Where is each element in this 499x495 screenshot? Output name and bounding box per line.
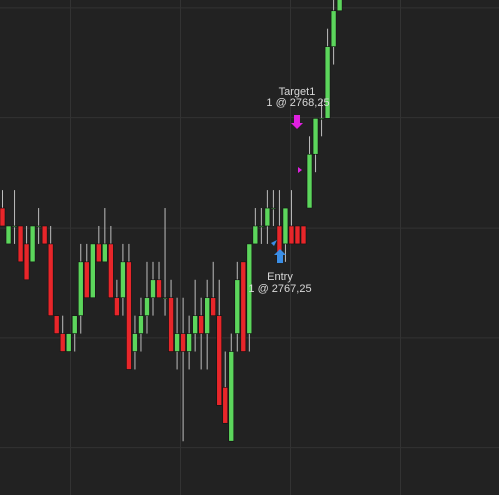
candle-body xyxy=(77,261,84,316)
entry-label: Entry xyxy=(267,271,293,283)
target-fill-mark xyxy=(298,167,302,173)
candle-body xyxy=(150,279,156,299)
candle-body xyxy=(5,225,12,245)
vertical-grid xyxy=(70,0,401,495)
candle-body xyxy=(120,261,126,299)
entry-fill-label: 1 @ 2767,25 xyxy=(248,283,311,295)
candle-body xyxy=(47,243,54,316)
candle-body xyxy=(114,297,120,316)
candle-body xyxy=(294,225,301,245)
candle-body xyxy=(204,297,210,334)
candle-body xyxy=(336,0,343,12)
candle-body xyxy=(234,279,241,334)
candle-body xyxy=(240,261,247,352)
candle-body xyxy=(71,315,78,334)
candle-body xyxy=(23,243,30,281)
candle-body xyxy=(53,315,60,334)
target-arrow xyxy=(291,115,303,129)
candle-body xyxy=(228,351,235,442)
candle-body xyxy=(83,261,90,299)
candle-body xyxy=(162,297,168,300)
candle-body xyxy=(90,243,96,299)
candle-body xyxy=(102,243,108,263)
candle-body xyxy=(282,207,289,245)
candle-body xyxy=(41,225,48,245)
candle-body xyxy=(17,225,24,263)
candle-body xyxy=(59,333,66,352)
candle-body xyxy=(192,315,198,334)
candle-body xyxy=(300,225,307,245)
candle-body xyxy=(156,279,162,299)
candle-body xyxy=(0,207,6,227)
candle-body xyxy=(35,225,42,228)
candle-body xyxy=(180,333,186,352)
target-label: Target1 xyxy=(279,86,316,98)
candle-body xyxy=(126,261,132,370)
candle-body xyxy=(306,153,313,209)
candle-body xyxy=(324,46,331,119)
candle-body xyxy=(288,225,295,245)
candle-body xyxy=(270,207,277,210)
candle-body xyxy=(318,118,325,120)
candle-body xyxy=(246,243,253,334)
candle-body xyxy=(264,207,271,227)
candle-body xyxy=(252,225,259,245)
candle-body xyxy=(186,333,192,352)
candle-body xyxy=(29,225,36,263)
entry-fill-mark xyxy=(271,240,277,246)
candle-body xyxy=(222,387,229,424)
candle-body xyxy=(132,333,138,352)
entry-arrow xyxy=(274,249,286,263)
candle-body xyxy=(65,333,72,352)
candle-body xyxy=(312,118,319,155)
candle-body xyxy=(174,333,180,352)
candle-body xyxy=(330,10,337,47)
target-fill-label: 1 @ 2768,25 xyxy=(266,97,329,109)
candle-body xyxy=(210,297,216,316)
candle-body xyxy=(258,225,265,228)
candle-body xyxy=(138,315,144,334)
candle-body xyxy=(168,297,174,352)
candle-body xyxy=(108,243,114,299)
trade-markers: Target1 1 @ 2768,25 Entry 1 @ 2767,25 xyxy=(248,86,329,295)
candle-body xyxy=(144,297,150,316)
candle-body xyxy=(216,315,223,406)
candle-body xyxy=(96,243,102,263)
candle-body xyxy=(198,315,204,334)
candles xyxy=(0,0,343,442)
horizontal-grid xyxy=(0,7,499,449)
candle-body xyxy=(11,225,18,228)
